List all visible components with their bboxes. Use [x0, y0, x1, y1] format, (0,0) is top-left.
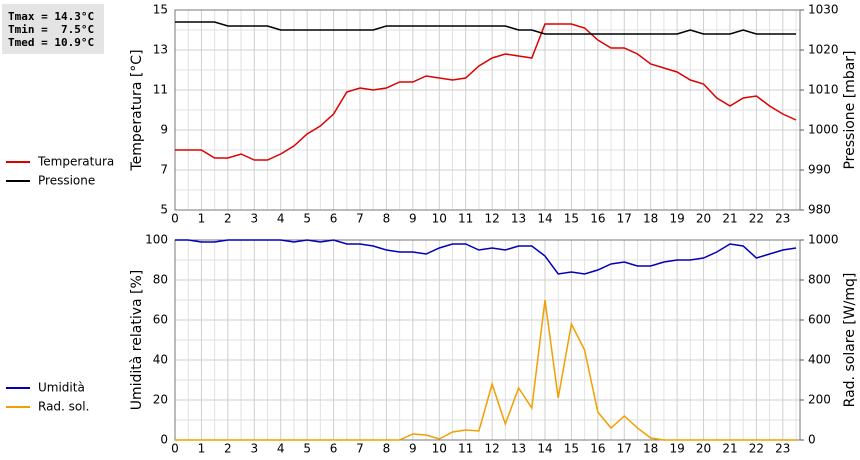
- y-tick-label: 9: [160, 123, 168, 137]
- x-tick-label: 20: [696, 212, 711, 226]
- x-tick-label: 11: [458, 442, 473, 456]
- x-tick-label: 5: [303, 212, 311, 226]
- x-tick-label: 3: [250, 212, 258, 226]
- x-tick-label: 13: [511, 212, 526, 226]
- x-tick-label: 18: [643, 442, 658, 456]
- x-tick-label: 8: [383, 442, 391, 456]
- x-tick-label: 0: [171, 212, 179, 226]
- x-tick-label: 2: [224, 442, 232, 456]
- x-tick-label: 10: [432, 212, 447, 226]
- x-tick-label: 2: [224, 212, 232, 226]
- y-axis-label: Temperatura [°C]: [129, 49, 145, 171]
- x-tick-label: 22: [749, 442, 764, 456]
- x-tick-label: 4: [277, 442, 285, 456]
- y-tick-label: 20: [153, 393, 168, 407]
- y2-tick-label: 200: [808, 393, 831, 407]
- x-tick-label: 3: [250, 442, 258, 456]
- x-tick-label: 6: [330, 442, 338, 456]
- x-tick-label: 17: [617, 442, 632, 456]
- x-tick-label: 23: [775, 212, 790, 226]
- stat-tmed: Tmed = 10.9°C: [8, 36, 94, 49]
- x-tick-label: 0: [171, 442, 179, 456]
- x-tick-label: 5: [303, 442, 311, 456]
- legend-label: Umidità: [38, 381, 85, 395]
- y2-tick-label: 1000: [808, 233, 839, 247]
- y-tick-label: 5: [160, 203, 168, 217]
- y-tick-label: 15: [153, 3, 168, 17]
- y2-tick-label: 1000: [808, 123, 839, 137]
- legend-label: Pressione: [38, 174, 95, 188]
- x-tick-label: 7: [356, 212, 364, 226]
- series-line: [175, 239, 797, 275]
- x-tick-label: 21: [722, 442, 737, 456]
- plot-frame: [174, 9, 801, 211]
- x-tick-label: 15: [564, 442, 579, 456]
- x-tick-label: 4: [277, 212, 285, 226]
- y2-tick-label: 1020: [808, 43, 839, 57]
- x-tick-label: 14: [537, 212, 552, 226]
- series-line: [175, 21, 796, 35]
- plot-frame: [174, 239, 801, 441]
- y2-tick-label: 990: [808, 163, 831, 177]
- x-tick-label: 20: [696, 442, 711, 456]
- x-tick-label: 12: [484, 442, 499, 456]
- y2-tick-label: 0: [808, 433, 816, 447]
- x-tick-label: 7: [356, 442, 364, 456]
- series-line: [175, 23, 797, 161]
- x-tick-label: 16: [590, 442, 605, 456]
- x-tick-label: 8: [383, 212, 391, 226]
- y-axis-label: Umidità relativa [%]: [129, 270, 145, 411]
- y-tick-label: 0: [160, 433, 168, 447]
- x-tick-label: 12: [484, 212, 499, 226]
- x-tick-label: 18: [643, 212, 658, 226]
- y2-tick-label: 800: [808, 273, 831, 287]
- stat-tmax: Tmax = 14.3°C: [8, 10, 94, 23]
- y2-tick-label: 1010: [808, 83, 839, 97]
- x-tick-label: 19: [669, 212, 684, 226]
- x-tick-label: 13: [511, 442, 526, 456]
- x-tick-label: 15: [564, 212, 579, 226]
- x-tick-label: 19: [669, 442, 684, 456]
- y-tick-label: 13: [153, 43, 168, 57]
- stats-box: [2, 4, 104, 54]
- x-tick-label: 14: [537, 442, 552, 456]
- x-tick-label: 23: [775, 442, 790, 456]
- x-tick-label: 22: [749, 212, 764, 226]
- y-tick-label: 60: [153, 313, 168, 327]
- x-tick-label: 17: [617, 212, 632, 226]
- x-tick-label: 9: [409, 212, 417, 226]
- y-tick-label: 11: [153, 83, 168, 97]
- stat-tmin: Tmin = 7.5°C: [8, 23, 94, 36]
- y-tick-label: 100: [145, 233, 168, 247]
- y2-axis-label: Pressione [mbar]: [842, 50, 858, 169]
- x-tick-label: 16: [590, 212, 605, 226]
- x-tick-label: 11: [458, 212, 473, 226]
- y2-tick-label: 600: [808, 313, 831, 327]
- y-tick-label: 7: [160, 163, 168, 177]
- y-tick-label: 80: [153, 273, 168, 287]
- legend-label: Temperatura: [37, 155, 114, 169]
- y2-tick-label: 980: [808, 203, 831, 217]
- y-tick-label: 40: [153, 353, 168, 367]
- x-tick-label: 1: [198, 212, 206, 226]
- x-tick-label: 21: [722, 212, 737, 226]
- x-tick-label: 6: [330, 212, 338, 226]
- x-tick-label: 1: [198, 442, 206, 456]
- series-line: [175, 299, 796, 441]
- x-tick-label: 9: [409, 442, 417, 456]
- y2-tick-label: 1030: [808, 3, 839, 17]
- y2-tick-label: 400: [808, 353, 831, 367]
- x-tick-label: 10: [432, 442, 447, 456]
- legend-label: Rad. sol.: [38, 400, 89, 414]
- y2-axis-label: Rad. solare [W/mq]: [842, 273, 858, 408]
